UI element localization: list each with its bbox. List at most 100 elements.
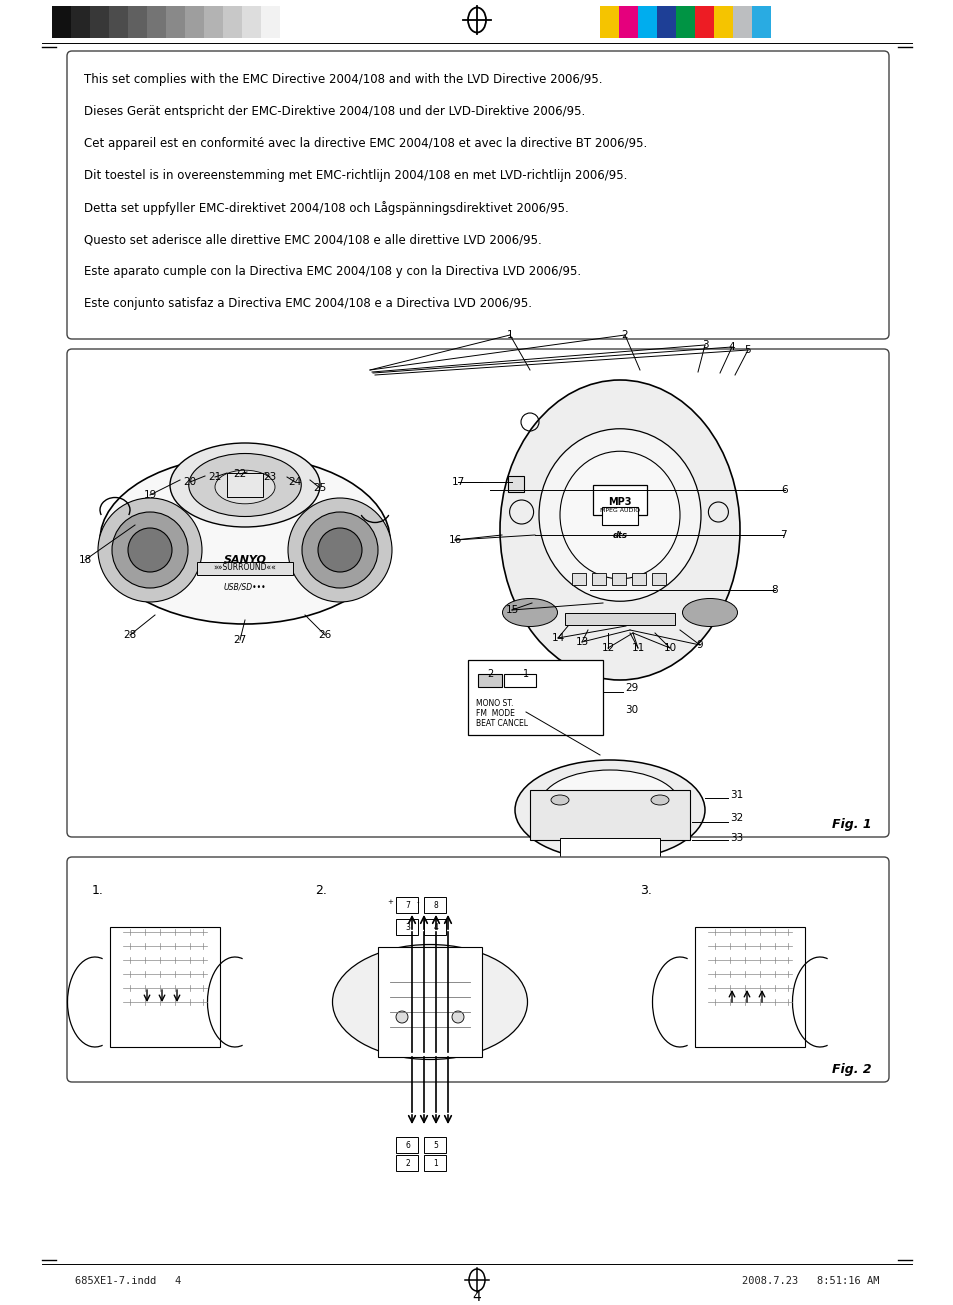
Ellipse shape: [551, 795, 568, 805]
Bar: [695, 927, 804, 1047]
Text: 3: 3: [405, 923, 410, 932]
Bar: [423, 1155, 446, 1171]
Bar: [395, 919, 417, 934]
Text: 10: 10: [662, 643, 676, 652]
Bar: [377, 947, 481, 1057]
Text: 19: 19: [143, 489, 156, 500]
FancyBboxPatch shape: [67, 857, 888, 1082]
Bar: [695, 7, 713, 38]
Bar: [713, 7, 732, 38]
Text: Este aparato cumple con la Directiva EMC 2004/108 y con la Directiva LVD 2006/95: Este aparato cumple con la Directiva EMC…: [84, 265, 580, 278]
Text: 7: 7: [405, 900, 410, 910]
Text: FM  MODE: FM MODE: [476, 710, 515, 719]
Ellipse shape: [559, 452, 679, 578]
Bar: [52, 7, 71, 38]
Circle shape: [112, 512, 188, 589]
Bar: [503, 673, 536, 686]
Text: 26: 26: [318, 630, 332, 639]
Bar: [423, 897, 446, 914]
Text: 25: 25: [313, 483, 326, 493]
FancyBboxPatch shape: [67, 348, 888, 837]
Text: Fig. 1: Fig. 1: [832, 818, 871, 831]
Bar: [468, 660, 602, 735]
Bar: [657, 7, 676, 38]
Bar: [592, 573, 605, 585]
Circle shape: [98, 499, 202, 602]
Ellipse shape: [650, 795, 668, 805]
Text: 21: 21: [208, 472, 221, 482]
Bar: [166, 7, 185, 38]
Bar: [223, 7, 242, 38]
Text: 2: 2: [405, 1159, 410, 1168]
Ellipse shape: [189, 454, 301, 517]
Text: MONO ST.: MONO ST.: [476, 699, 513, 709]
Text: 3: 3: [701, 341, 707, 350]
Bar: [638, 7, 657, 38]
Bar: [631, 573, 645, 585]
Bar: [90, 7, 109, 38]
Text: Questo set aderisce alle direttive EMC 2004/108 e alle direttive LVD 2006/95.: Questo set aderisce alle direttive EMC 2…: [84, 234, 541, 247]
Circle shape: [317, 529, 361, 572]
Circle shape: [128, 529, 172, 572]
Text: 6: 6: [781, 485, 787, 495]
Bar: [395, 1155, 417, 1171]
Bar: [204, 7, 223, 38]
Text: 4: 4: [433, 923, 438, 932]
Bar: [593, 485, 646, 515]
Bar: [109, 7, 128, 38]
Text: dts: dts: [612, 531, 627, 539]
Bar: [530, 790, 689, 840]
Circle shape: [288, 499, 392, 602]
Text: Dieses Gerät entspricht der EMC-Direktive 2004/108 und der LVD-Direktive 2006/95: Dieses Gerät entspricht der EMC-Direktiv…: [84, 106, 584, 119]
Text: 14: 14: [551, 633, 564, 643]
Bar: [599, 7, 618, 38]
Text: 2008.7.23   8:51:16 AM: 2008.7.23 8:51:16 AM: [741, 1276, 879, 1285]
Text: 23: 23: [263, 472, 276, 482]
Text: 33: 33: [729, 833, 742, 843]
Text: 3.: 3.: [639, 883, 651, 897]
Bar: [395, 897, 417, 914]
Text: Cet appareil est en conformité avec la directive EMC 2004/108 et avec la directi: Cet appareil est en conformité avec la d…: [84, 137, 646, 150]
Bar: [651, 573, 665, 585]
Bar: [242, 7, 261, 38]
Bar: [564, 612, 675, 625]
Text: 24: 24: [288, 478, 301, 487]
Bar: [128, 7, 147, 38]
Text: 8: 8: [771, 585, 778, 595]
Ellipse shape: [499, 380, 740, 680]
Text: 12: 12: [600, 643, 614, 652]
Ellipse shape: [502, 599, 557, 626]
Bar: [110, 927, 220, 1047]
Text: 2.: 2.: [314, 883, 327, 897]
Circle shape: [452, 1011, 463, 1023]
FancyBboxPatch shape: [67, 51, 888, 339]
Text: 22: 22: [233, 468, 247, 479]
Text: SANYO: SANYO: [223, 555, 266, 565]
Text: 18: 18: [78, 555, 91, 565]
Ellipse shape: [515, 760, 704, 860]
Text: 2: 2: [621, 330, 628, 341]
Bar: [559, 838, 659, 857]
Bar: [618, 7, 638, 38]
Text: 9: 9: [696, 639, 702, 650]
Text: 15: 15: [505, 606, 518, 615]
Bar: [612, 573, 625, 585]
Text: Dit toestel is in overeenstemming met EMC-richtlijn 2004/108 en met LVD-richtlij: Dit toestel is in overeenstemming met EM…: [84, 170, 627, 183]
Text: 1.: 1.: [91, 883, 104, 897]
Text: 1: 1: [434, 1159, 438, 1168]
Bar: [71, 7, 90, 38]
Text: 11: 11: [631, 643, 644, 652]
Text: 1: 1: [522, 669, 529, 679]
Text: 28: 28: [123, 630, 136, 639]
Text: BEAT CANCEL: BEAT CANCEL: [476, 719, 527, 727]
Ellipse shape: [538, 429, 700, 602]
Bar: [423, 1137, 446, 1154]
Text: 16: 16: [448, 535, 461, 545]
Text: 20: 20: [183, 478, 196, 487]
Text: -: -: [416, 899, 418, 904]
Text: 685XE1-7.indd   4: 685XE1-7.indd 4: [75, 1276, 181, 1285]
Bar: [572, 573, 585, 585]
Text: 5: 5: [433, 1141, 438, 1150]
Text: 17: 17: [451, 478, 464, 487]
Text: MP3: MP3: [608, 497, 631, 508]
